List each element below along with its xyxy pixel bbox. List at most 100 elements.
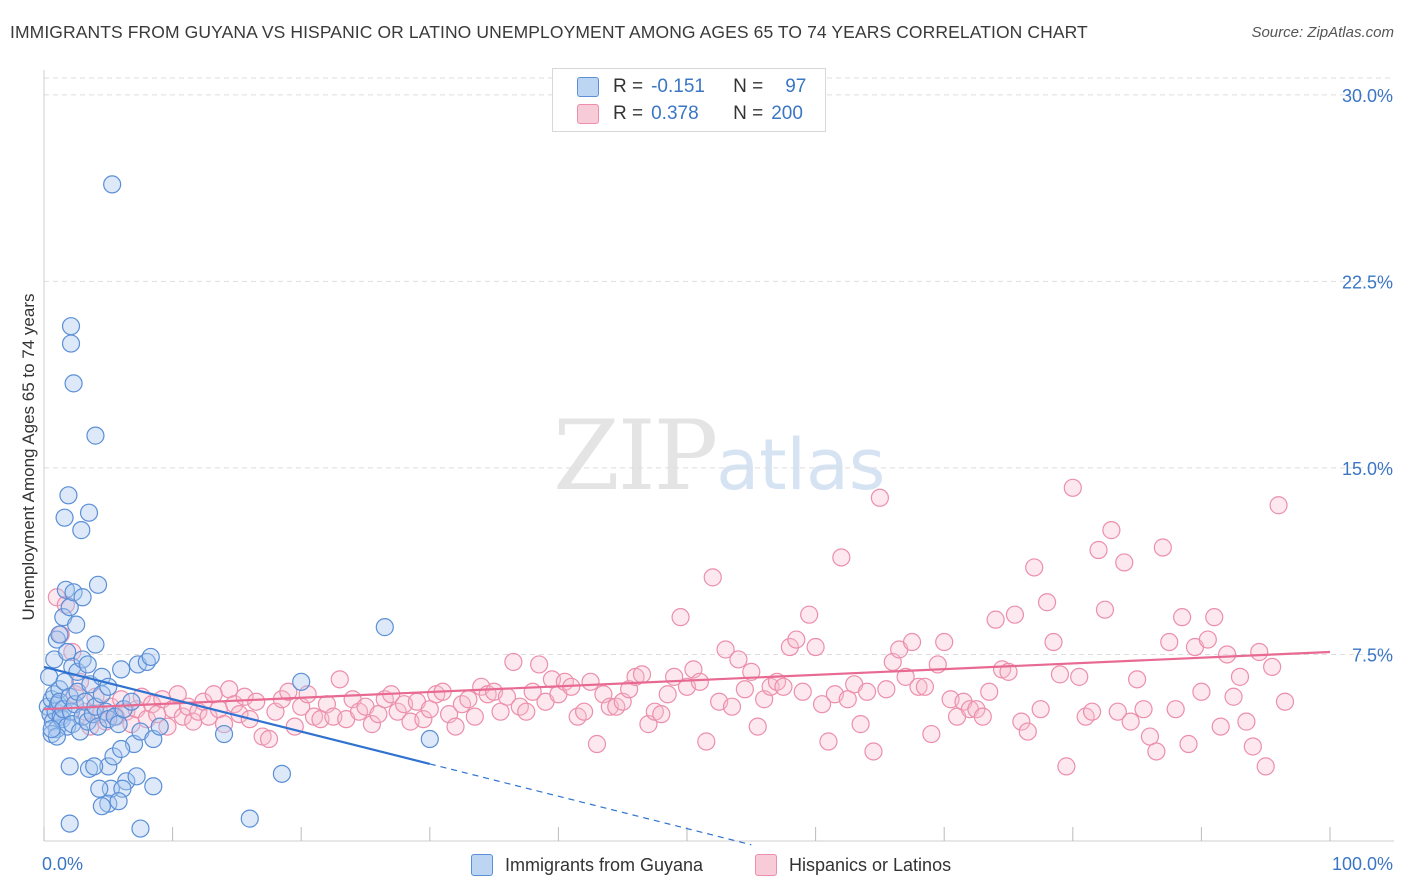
guyana-point xyxy=(88,717,108,736)
hispanic-trendline xyxy=(43,650,1331,711)
guyana-point xyxy=(60,598,79,617)
hispanic-point xyxy=(935,632,954,652)
legend-r-label: R = xyxy=(613,103,644,124)
guyana-point xyxy=(72,521,91,540)
legend-n-value: 97 xyxy=(785,76,807,97)
guyana-point xyxy=(104,747,123,766)
bottom-legend-guyana: Immigrants from Guyana xyxy=(471,853,703,877)
guyana-point xyxy=(60,814,79,833)
hispanic-point xyxy=(877,680,896,699)
guyana-point xyxy=(86,635,105,654)
guyana-point xyxy=(88,575,108,594)
hispanic-point xyxy=(1192,682,1211,701)
y-tick-label: 7.5% xyxy=(1352,645,1393,665)
hispanic-point xyxy=(1166,700,1185,719)
guyana-point xyxy=(64,374,83,393)
hispanic-point xyxy=(967,700,986,719)
hispanic-point xyxy=(446,717,465,736)
hispanic-point xyxy=(1243,737,1262,756)
hispanic-point xyxy=(1211,717,1230,736)
hispanic-point xyxy=(819,732,838,751)
legend-r-label: R = xyxy=(613,76,644,97)
guyana-point xyxy=(61,317,81,336)
hispanic-point xyxy=(915,677,935,696)
y-tick-label: 30.0% xyxy=(1342,86,1393,106)
legend-swatch-blue xyxy=(577,77,599,97)
hispanic-point xyxy=(1057,757,1076,776)
hispanic-point xyxy=(999,662,1018,681)
guyana-point xyxy=(70,722,90,741)
source-label: Source: ZipAtlas.com xyxy=(1251,24,1394,41)
guyana-point xyxy=(292,672,311,691)
y-tick-label: 15.0% xyxy=(1342,459,1393,479)
hispanic-point xyxy=(896,667,915,686)
guyana-point xyxy=(214,724,234,744)
hispanic-point xyxy=(587,734,607,754)
guyana-point xyxy=(127,767,146,786)
y-axis-label: Unemployment Among Ages 65 to 74 years xyxy=(19,293,38,621)
x-tick-label: 100.0% xyxy=(1332,854,1393,874)
hispanic-point xyxy=(1218,645,1237,664)
guyana-point xyxy=(272,764,292,783)
hispanic-point xyxy=(259,729,279,749)
hispanic-point xyxy=(388,702,407,721)
hispanic-point xyxy=(735,680,754,699)
hispanic-point xyxy=(1012,712,1031,731)
guyana-point xyxy=(64,583,83,602)
hispanic-point xyxy=(716,640,735,659)
hispanic-point xyxy=(581,672,600,691)
hispanic-point xyxy=(1147,742,1166,761)
guyana-point xyxy=(86,426,105,445)
chart-title: IMMIGRANTS FROM GUYANA VS HISPANIC OR LA… xyxy=(10,22,1088,42)
hispanic-point xyxy=(1127,670,1147,689)
legend-row-guyana: R = -0.151 N = 97 xyxy=(577,75,806,99)
guyana-point xyxy=(79,503,99,522)
hispanic-point xyxy=(1018,722,1037,741)
hispanic-point xyxy=(986,610,1005,629)
guyana-point xyxy=(99,757,118,776)
hispanic-point xyxy=(973,707,992,726)
legend-r-value: -0.151 xyxy=(651,76,705,97)
hispanic-point xyxy=(1037,593,1057,612)
guyana-trendline-extension xyxy=(429,763,752,846)
guyana-point xyxy=(144,777,163,796)
guyana-point xyxy=(240,809,259,828)
legend-swatch-pink xyxy=(577,104,599,124)
hispanic-point xyxy=(703,568,722,587)
hispanic-point xyxy=(722,697,742,716)
legend-n-label: N = xyxy=(733,76,764,97)
guyana-point xyxy=(63,715,82,734)
hispanic-point xyxy=(279,682,298,701)
guyana-point xyxy=(109,792,128,811)
guyana-point xyxy=(375,618,394,637)
hispanic-point xyxy=(214,715,234,734)
hispanic-point xyxy=(1153,538,1172,557)
hispanic-point xyxy=(1031,700,1050,719)
hispanic-point xyxy=(729,650,748,669)
hispanic-point xyxy=(1070,667,1089,686)
hispanic-point xyxy=(793,682,812,701)
hispanic-point xyxy=(1005,605,1025,624)
hispanic-point xyxy=(330,670,349,689)
hispanic-point xyxy=(864,742,883,761)
hispanic-point xyxy=(1173,608,1192,627)
hispanic-point xyxy=(800,605,819,624)
hispanic-point xyxy=(742,662,761,681)
hispanic-point xyxy=(1256,757,1275,776)
bottom-legend-swatch-blue xyxy=(471,854,493,876)
guyana-point xyxy=(150,717,169,736)
hispanic-point xyxy=(1044,632,1063,652)
guyana-point xyxy=(73,650,92,669)
hispanic-point xyxy=(63,642,82,662)
guyana-point xyxy=(90,779,109,798)
hispanic-point xyxy=(1160,632,1179,652)
hispanic-point xyxy=(857,682,877,701)
guyana-point xyxy=(78,655,97,674)
hispanic-point xyxy=(414,710,433,729)
hispanic-point xyxy=(504,652,523,672)
guyana-point xyxy=(40,667,59,686)
hispanic-point xyxy=(1250,642,1269,662)
hispanic-point xyxy=(1230,667,1250,686)
hispanic-point xyxy=(832,548,851,567)
hispanic-point xyxy=(671,608,690,627)
